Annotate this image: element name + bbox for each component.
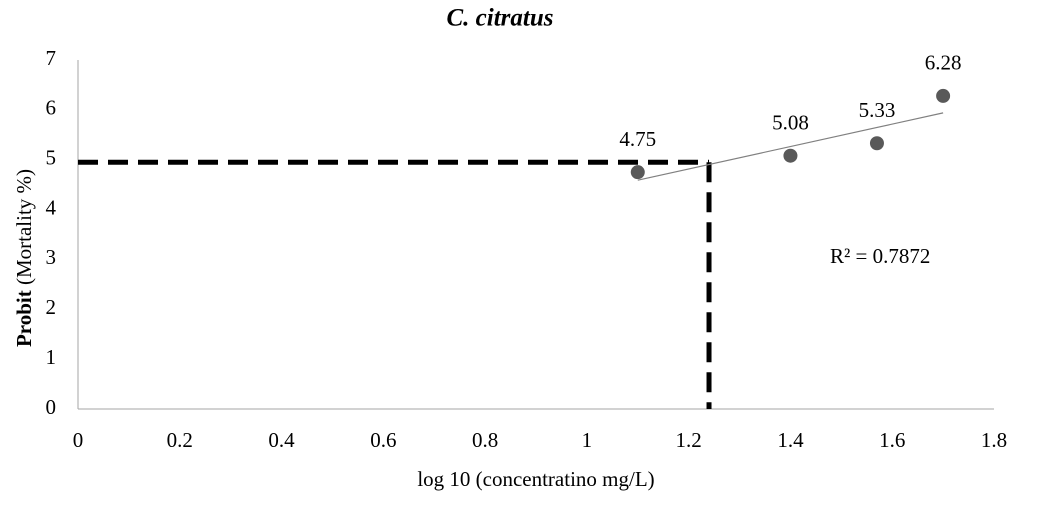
data-point (936, 88, 951, 103)
x-tick-label: 0.8 (472, 428, 498, 452)
x-tick-label: 1.2 (676, 428, 702, 452)
x-tick-label: 1.6 (879, 428, 905, 452)
y-tick-label: 4 (46, 195, 57, 219)
y-tick-label: 3 (46, 245, 57, 269)
data-point (630, 165, 645, 180)
x-tick-label: 1 (582, 428, 593, 452)
x-tick-label: 0.2 (167, 428, 193, 452)
y-tick-label: 2 (46, 295, 57, 319)
y-tick-label: 0 (46, 395, 57, 419)
x-tick-label: 1.8 (981, 428, 1007, 452)
y-axis-label: Probit (Mortality %) (12, 169, 36, 347)
y-tick-label: 5 (46, 146, 57, 170)
data-point (869, 136, 884, 151)
data-label: 5.33 (859, 98, 896, 122)
r-squared: R² = 0.7872 (830, 244, 930, 268)
y-axis-label-bold: Probit (12, 290, 36, 347)
y-tick-label: 6 (46, 96, 57, 120)
data-label: 4.75 (619, 127, 656, 151)
x-tick-label: 0 (73, 428, 84, 452)
x-axis-label: log 10 (concentratino mg/L) (417, 467, 654, 491)
data-label: 6.28 (925, 51, 962, 75)
x-tick-label: 0.6 (370, 428, 396, 452)
trendline (637, 112, 944, 181)
x-tick-label: 1.4 (777, 428, 804, 452)
y-axis-label-rest: (Mortality %) (12, 169, 36, 285)
chart-title: C. citratus (447, 5, 554, 32)
y-tick-label: 1 (46, 345, 57, 369)
data-label: 5.08 (772, 111, 809, 135)
data-point (783, 148, 798, 163)
y-tick-label: 7 (46, 46, 57, 70)
x-tick-label: 0.4 (268, 428, 295, 452)
